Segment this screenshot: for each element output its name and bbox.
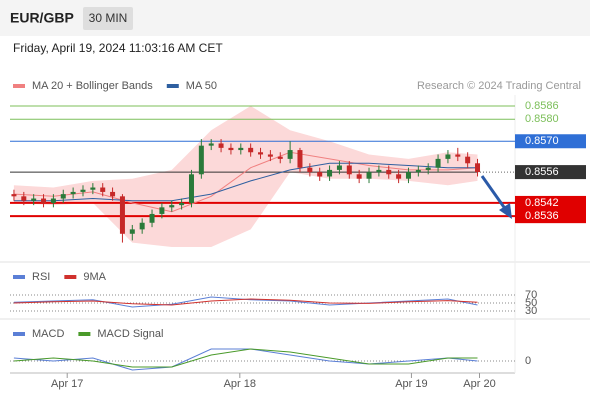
legend-label: MA 20 + Bollinger Bands bbox=[32, 80, 153, 92]
price-tag bbox=[515, 195, 586, 210]
candle-body bbox=[110, 191, 116, 197]
credit: Research © 2024 Trading Central bbox=[417, 80, 581, 92]
price-tag-label: 0.8536 bbox=[525, 210, 559, 222]
x-tick-label: Apr 19 bbox=[395, 378, 427, 390]
candle-body bbox=[228, 147, 234, 151]
candle-body bbox=[435, 158, 441, 168]
candle-body bbox=[31, 198, 37, 201]
legend-swatch bbox=[13, 332, 25, 336]
price-level-label: 0.8580 bbox=[525, 113, 559, 125]
candle-body bbox=[41, 198, 47, 203]
candle-body bbox=[405, 172, 411, 179]
candle-body bbox=[396, 174, 402, 179]
timeframe[interactable]: 30 MIN bbox=[89, 11, 128, 25]
price-tag bbox=[515, 134, 586, 149]
candle-body bbox=[356, 174, 362, 179]
candle-body bbox=[208, 143, 214, 146]
candle-body bbox=[445, 154, 451, 159]
indicator-line bbox=[13, 348, 478, 368]
legend-label: MACD Signal bbox=[97, 328, 163, 340]
legend-label: MACD bbox=[32, 328, 64, 340]
candle-body bbox=[198, 145, 204, 175]
candle-body bbox=[159, 207, 165, 214]
x-tick-label: Apr 17 bbox=[51, 378, 83, 390]
moving-average bbox=[13, 162, 478, 202]
candle-body bbox=[336, 165, 342, 170]
candle-body bbox=[425, 167, 431, 170]
symbol: EUR/GBP bbox=[10, 10, 74, 26]
legend-label: MA 50 bbox=[186, 80, 217, 92]
legend-swatch bbox=[64, 275, 77, 279]
candle-body bbox=[90, 187, 96, 190]
candle-body bbox=[465, 156, 471, 164]
x-tick-label: Apr 18 bbox=[224, 378, 256, 390]
candle-body bbox=[80, 189, 86, 192]
candle-body bbox=[267, 154, 273, 157]
candle-body bbox=[346, 165, 352, 175]
candle-body bbox=[139, 222, 145, 230]
candle-body bbox=[238, 147, 244, 151]
candle-body bbox=[50, 198, 56, 203]
y-tick-label: 0 bbox=[525, 355, 531, 367]
indicator-line bbox=[13, 348, 478, 371]
candle-body bbox=[366, 172, 372, 179]
candle-body bbox=[376, 169, 382, 173]
candle-body bbox=[415, 169, 421, 173]
bollinger-band bbox=[13, 106, 478, 247]
candle-body bbox=[149, 213, 155, 223]
candle-body bbox=[327, 169, 333, 177]
forecast-arrow bbox=[480, 175, 508, 211]
candle-body bbox=[248, 147, 254, 153]
candle-body bbox=[119, 196, 125, 234]
price-tag bbox=[515, 165, 586, 180]
price-tag-label: 0.8570 bbox=[525, 135, 559, 147]
candle-body bbox=[307, 167, 313, 173]
candle-body bbox=[218, 143, 224, 148]
indicator-line bbox=[13, 296, 478, 308]
legend-swatch bbox=[78, 332, 91, 336]
legend-swatch bbox=[13, 84, 25, 88]
indicator-line bbox=[13, 298, 478, 306]
candle-body bbox=[129, 229, 135, 234]
candle-body bbox=[277, 156, 283, 159]
y-tick-label: 70 bbox=[525, 289, 537, 301]
y-tick-label: 50 bbox=[525, 297, 537, 309]
y-tick-label: 30 bbox=[525, 305, 537, 317]
legend-swatch bbox=[166, 84, 179, 88]
timestamp: Friday, April 19, 2024 11:03:16 AM CET bbox=[13, 41, 223, 55]
candle-body bbox=[188, 174, 194, 203]
candle-body bbox=[297, 150, 303, 168]
legend-label: RSI bbox=[32, 271, 50, 283]
price-tag bbox=[515, 209, 586, 224]
x-tick-label: Apr 20 bbox=[463, 378, 495, 390]
candle-body bbox=[455, 154, 461, 157]
price-tag-label: 0.8542 bbox=[525, 197, 559, 209]
candle-body bbox=[287, 150, 293, 159]
candle-body bbox=[179, 202, 185, 206]
candle-body bbox=[11, 194, 17, 197]
candle-body bbox=[60, 194, 66, 199]
candle-body bbox=[386, 169, 392, 175]
candle-body bbox=[70, 191, 76, 195]
legend-label: 9MA bbox=[83, 271, 106, 283]
timeframe-button[interactable] bbox=[83, 7, 133, 30]
price-tag-label: 0.8556 bbox=[525, 166, 559, 178]
candle-body bbox=[100, 187, 106, 192]
legend-swatch bbox=[13, 275, 25, 279]
candle-body bbox=[21, 196, 27, 201]
forecast-arrowhead bbox=[499, 203, 512, 219]
price-level-label: 0.8586 bbox=[525, 100, 559, 112]
candle-body bbox=[258, 152, 264, 155]
candle-body bbox=[317, 172, 323, 177]
candle-body bbox=[475, 163, 481, 173]
candle-body bbox=[169, 205, 175, 208]
